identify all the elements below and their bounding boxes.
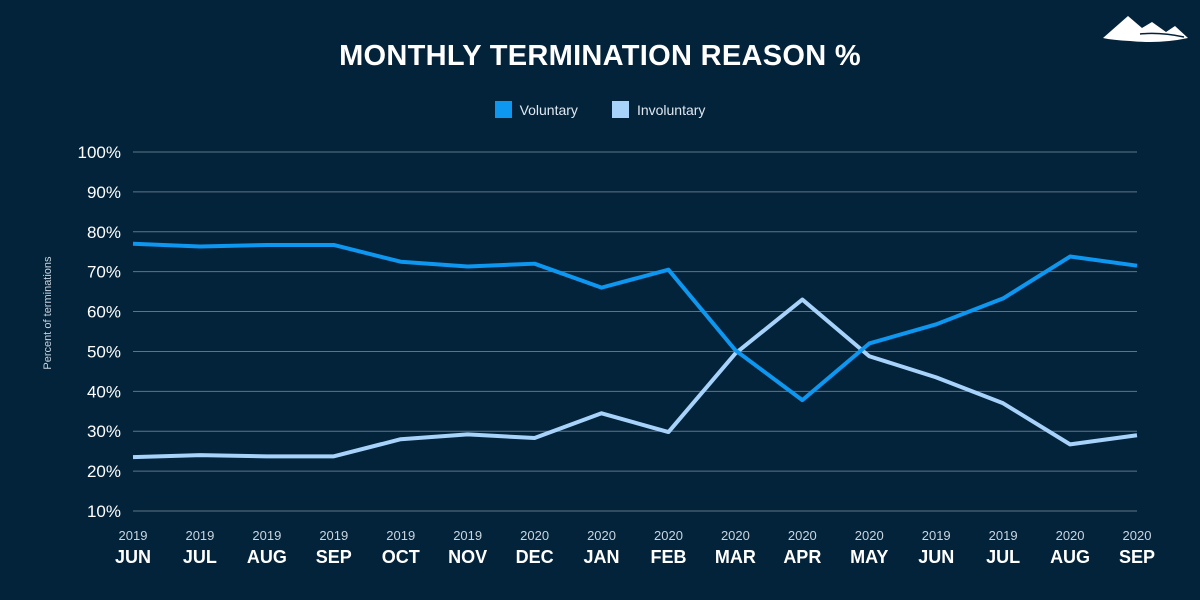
y-tick-label: 50% — [87, 342, 121, 361]
y-tick-label: 90% — [87, 183, 121, 202]
y-tick-label: 70% — [87, 263, 121, 282]
x-tick-year: 2019 — [453, 528, 482, 543]
x-tick-year: 2020 — [654, 528, 683, 543]
x-tick-month: JUL — [183, 547, 217, 567]
legend-label: Voluntary — [519, 101, 578, 118]
x-tick-year: 2019 — [119, 528, 148, 543]
legend-swatch-voluntary — [494, 101, 512, 118]
x-tick-year: 2019 — [922, 528, 951, 543]
x-tick-month: AUG — [1050, 547, 1090, 567]
x-tick-year: 2020 — [721, 528, 750, 543]
x-tick-year: 2019 — [386, 528, 415, 543]
series-line-involuntary — [132, 297, 1138, 460]
legend-item-voluntary: Voluntary — [494, 101, 578, 118]
x-tick-year: 2020 — [855, 528, 884, 543]
x-tick-month: JUN — [918, 547, 954, 567]
x-tick-month: NOV — [448, 547, 487, 567]
legend-item-involuntary: Involuntary — [611, 101, 706, 118]
y-tick-label: 10% — [87, 502, 121, 521]
x-tick-month: JUL — [986, 547, 1020, 567]
mountain-logo-icon — [1103, 16, 1188, 42]
y-tick-label: 100% — [78, 143, 121, 162]
x-tick-year: 2020 — [520, 528, 549, 543]
x-tick-year: 2020 — [1123, 528, 1152, 543]
x-tick-month: DEC — [516, 547, 554, 567]
y-tick-label: 80% — [87, 223, 121, 242]
x-tick-year: 2020 — [788, 528, 817, 543]
x-tick-month: AUG — [247, 547, 287, 567]
x-tick-month: MAR — [715, 547, 756, 567]
x-tick-month: APR — [783, 547, 821, 567]
x-tick-month: FEB — [650, 547, 686, 567]
y-tick-label: 40% — [87, 382, 121, 401]
y-tick-label: 20% — [87, 462, 121, 481]
series-line-voluntary — [132, 241, 1138, 403]
y-tick-label: 60% — [87, 303, 121, 322]
x-tick-year: 2019 — [319, 528, 348, 543]
x-tick-month: OCT — [382, 547, 420, 567]
x-tick-month: MAY — [850, 547, 888, 567]
x-tick-month: SEP — [316, 547, 352, 567]
x-tick-month: SEP — [1119, 547, 1155, 567]
x-tick-year: 2019 — [185, 528, 214, 543]
chart-title: MONTHLY TERMINATION REASON % — [339, 40, 861, 72]
x-tick-year: 2020 — [1056, 528, 1085, 543]
y-tick-label: 30% — [87, 422, 121, 441]
x-tick-year: 2019 — [252, 528, 281, 543]
legend-label: Involuntary — [636, 101, 706, 118]
x-tick-year: 2020 — [587, 528, 616, 543]
x-tick-month: JAN — [584, 547, 620, 567]
legend-swatch-involuntary — [611, 101, 629, 118]
legend: Voluntary Involuntary — [0, 101, 1200, 118]
x-tick-month: JUN — [115, 547, 151, 567]
x-tick-year: 2019 — [989, 528, 1018, 543]
